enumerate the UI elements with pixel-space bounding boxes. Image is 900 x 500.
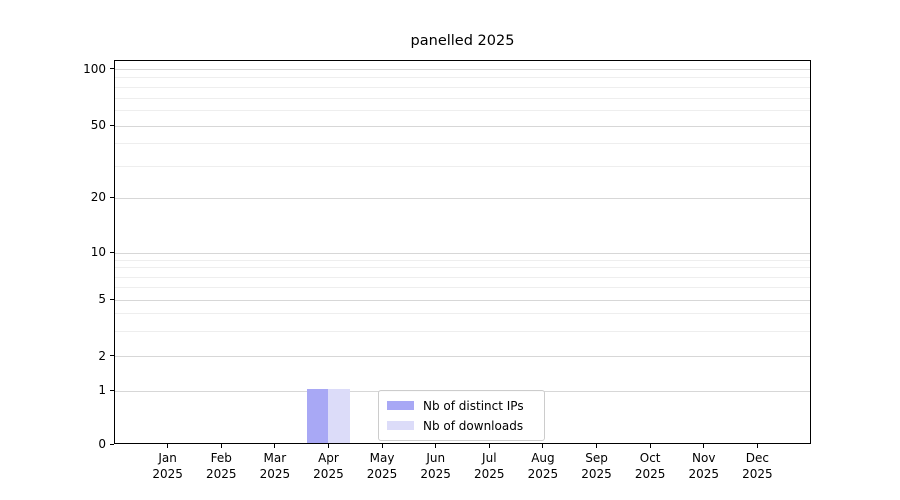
legend-entry: Nb of distinct IPs	[387, 397, 536, 414]
major-gridline-50	[115, 125, 810, 127]
plot-area	[114, 60, 811, 444]
x-tick-mark	[220, 444, 222, 448]
x-tick-label: Aug 2025	[513, 450, 573, 482]
x-tick-mark	[542, 444, 544, 448]
major-gridline-2	[115, 356, 810, 358]
x-tick-year: 2025	[527, 467, 559, 481]
legend-swatch	[387, 421, 414, 430]
y-tick-label: 100	[83, 61, 106, 76]
x-tick-label: Apr 2025	[298, 450, 358, 482]
y-tick-label: 1	[98, 383, 106, 397]
major-gridline-5	[115, 299, 810, 301]
minor-gridline	[115, 77, 810, 79]
minor-gridline	[115, 143, 810, 145]
y-tick-label: 50	[90, 118, 106, 132]
y-tick-mark	[110, 298, 114, 300]
x-tick-label: Jan 2025	[138, 450, 198, 482]
y-tick-label: 20	[90, 190, 106, 204]
major-gridline-100	[115, 69, 810, 71]
x-tick-mark	[274, 444, 276, 448]
y-tick-mark	[110, 196, 114, 198]
x-tick-mark	[327, 444, 329, 448]
x-tick-mark	[703, 444, 705, 448]
minor-gridline	[115, 165, 810, 167]
bar-nb-of-distinct-ips	[306, 389, 329, 443]
x-tick-label: May 2025	[352, 450, 412, 482]
y-tick-label: 0	[98, 437, 106, 451]
minor-gridline	[115, 110, 810, 112]
x-tick-year: 2025	[313, 467, 344, 481]
minor-gridline	[115, 287, 810, 289]
x-tick-year: 2025	[474, 467, 505, 481]
y-tick-label: 5	[98, 292, 106, 306]
y-tick-label: 2	[98, 348, 106, 363]
x-tick-mark	[756, 444, 758, 448]
y-tick-mark	[110, 68, 114, 70]
x-tick-label: Feb 2025	[191, 450, 251, 482]
x-tick-year: 2025	[688, 467, 720, 481]
x-tick-year: 2025	[205, 467, 237, 481]
minor-gridline	[115, 331, 810, 333]
y-tick-mark	[110, 443, 114, 445]
major-gridline-10	[115, 252, 810, 254]
x-tick-year: 2025	[366, 467, 398, 481]
x-tick-label: Jul 2025	[459, 450, 519, 482]
x-tick-label: Jun 2025	[406, 450, 466, 482]
x-tick-year: 2025	[152, 467, 183, 481]
legend-entry: Nb of downloads	[387, 417, 536, 434]
legend: Nb of distinct IPs Nb of downloads	[378, 390, 545, 441]
x-tick-mark	[167, 444, 169, 448]
major-gridline-20	[115, 197, 810, 199]
x-tick-year: 2025	[581, 467, 612, 481]
minor-gridline	[115, 276, 810, 278]
chart-title: panelled 2025	[410, 33, 515, 49]
legend-entry-label: Nb of downloads	[423, 418, 524, 433]
y-tick-mark	[110, 389, 114, 391]
x-tick-mark	[488, 444, 490, 448]
minor-gridline	[115, 98, 810, 100]
x-tick-year: 2025	[259, 467, 291, 481]
minor-gridline	[115, 313, 810, 315]
y-tick-label: 10	[90, 245, 106, 259]
x-tick-year: 2025	[420, 467, 451, 481]
x-tick-year: 2025	[742, 467, 773, 481]
minor-gridline	[115, 259, 810, 261]
y-tick-mark	[110, 251, 114, 253]
minor-gridline	[115, 267, 810, 269]
bar-nb-of-downloads	[328, 389, 350, 443]
x-tick-mark	[381, 444, 383, 448]
y-tick-mark	[110, 124, 114, 126]
x-tick-mark	[649, 444, 651, 448]
x-tick-label: Dec 2025	[727, 450, 787, 482]
x-tick-label: Nov 2025	[674, 450, 734, 482]
x-tick-mark	[435, 444, 437, 448]
x-tick-mark	[596, 444, 598, 448]
x-tick-label: Sep 2025	[567, 450, 627, 482]
legend-swatch	[387, 401, 414, 410]
minor-gridline	[115, 86, 810, 88]
x-tick-year: 2025	[634, 467, 666, 481]
y-tick-mark	[110, 355, 114, 357]
x-tick-label: Mar 2025	[245, 450, 305, 482]
x-tick-label: Oct 2025	[620, 450, 680, 482]
legend-entry-label: Nb of distinct IPs	[423, 398, 524, 413]
